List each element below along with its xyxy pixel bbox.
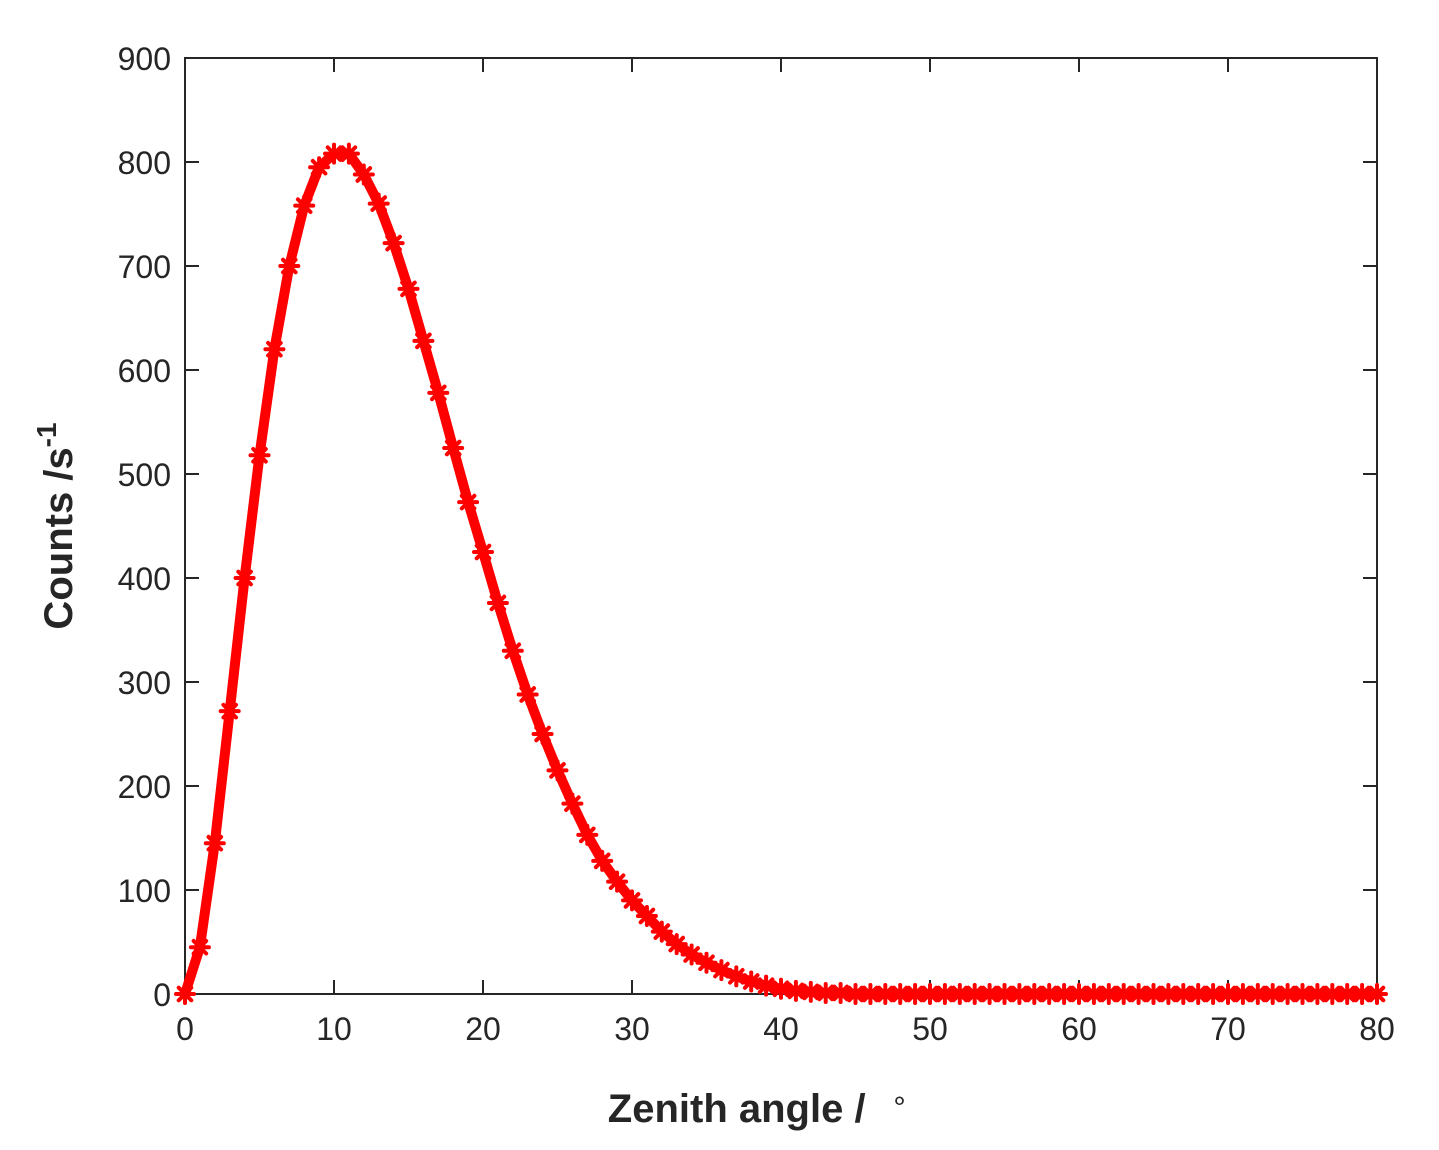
data-point-marker [576,823,599,846]
data-point-marker [1172,983,1195,1005]
x-tick-label: 70 [1210,1011,1246,1047]
data-point-marker [203,832,226,855]
x-tick-label: 80 [1359,1011,1395,1047]
data-point-marker [546,759,569,782]
data-point-marker [293,194,316,217]
x-axis-title-text: Zenith angle / [608,1087,877,1131]
data-point-marker [1187,983,1210,1005]
data-point-marker [665,933,688,956]
data-point-marker [606,870,629,893]
series-layer [174,142,1388,1005]
data-point-marker [650,920,673,943]
data-point-marker [486,591,509,614]
data-point-marker [382,232,405,255]
y-tick-label: 900 [118,41,171,77]
data-point-marker [1053,983,1076,1005]
data-point-marker [263,338,286,361]
data-point-marker [427,381,450,404]
x-axis-ticks: 0 10 20 30 40 50 60 70 80 [176,58,1395,1047]
y-tick-label: 600 [118,353,171,389]
x-tick-label: 0 [176,1011,194,1047]
data-point-marker [621,889,643,912]
data-point-marker [472,541,494,563]
data-point-marker [174,983,196,1005]
data-point-marker [233,567,256,589]
data-point-marker [501,639,524,662]
y-tick-label: 300 [118,665,171,701]
y-axis-title-text: Counts /s [37,447,81,629]
data-point-marker [710,959,733,982]
x-tick-label: 40 [763,1011,799,1047]
data-point-marker [397,277,420,300]
data-point-marker [1351,983,1374,1005]
x-axis-title: Zenith angle / ∘ [608,1085,908,1131]
data-point-marker [635,905,658,927]
data-point-marker [1231,983,1254,1005]
data-point-marker [1336,983,1359,1005]
data-point-marker [740,970,763,993]
data-point-marker [278,255,301,277]
y-axis-title-superscript: -1 [31,422,62,447]
data-point-marker [1246,983,1269,1005]
data-point-marker [248,444,271,467]
data-point-marker [367,192,390,215]
data-point-marker [442,437,465,459]
data-point-marker [770,977,792,1000]
data-point-marker [188,936,211,959]
y-tick-label: 200 [118,769,171,805]
data-point-marker [337,142,360,165]
x-tick-label: 20 [465,1011,501,1047]
y-axis-title: Counts /s-1 [31,422,81,629]
data-point-marker [680,943,703,966]
data-point-marker [1366,983,1388,1005]
y-tick-label: 700 [118,249,171,285]
data-point-marker [695,951,718,974]
data-point-marker [516,683,539,706]
data-point-marker [308,156,331,179]
x-tick-label: 60 [1061,1011,1097,1047]
y-tick-label: 400 [118,561,171,597]
y-axis-ticks: 0 100 200 300 400 500 600 700 800 900 [118,41,1377,1013]
data-point-marker [814,981,837,1004]
y-tick-label: 100 [118,873,171,909]
data-point-marker [531,723,554,745]
data-point-marker [591,849,614,872]
data-point-marker [948,983,971,1005]
x-axis-title-unit: ∘ [891,1085,909,1116]
data-point-marker [218,700,241,723]
data-point-marker [352,163,375,186]
data-point-marker [755,974,778,997]
y-tick-label: 500 [118,457,171,493]
data-point-marker [1127,983,1150,1005]
y-tick-label: 0 [153,977,171,1013]
data-point-marker [412,329,435,352]
x-tick-label: 50 [912,1011,948,1047]
data-point-marker [457,491,480,514]
data-point-marker [561,792,584,815]
data-point-marker [1157,983,1180,1005]
y-tick-label: 800 [118,145,171,181]
x-tick-label: 30 [614,1011,650,1047]
x-tick-label: 10 [316,1011,352,1047]
data-point-marker [978,983,1001,1005]
